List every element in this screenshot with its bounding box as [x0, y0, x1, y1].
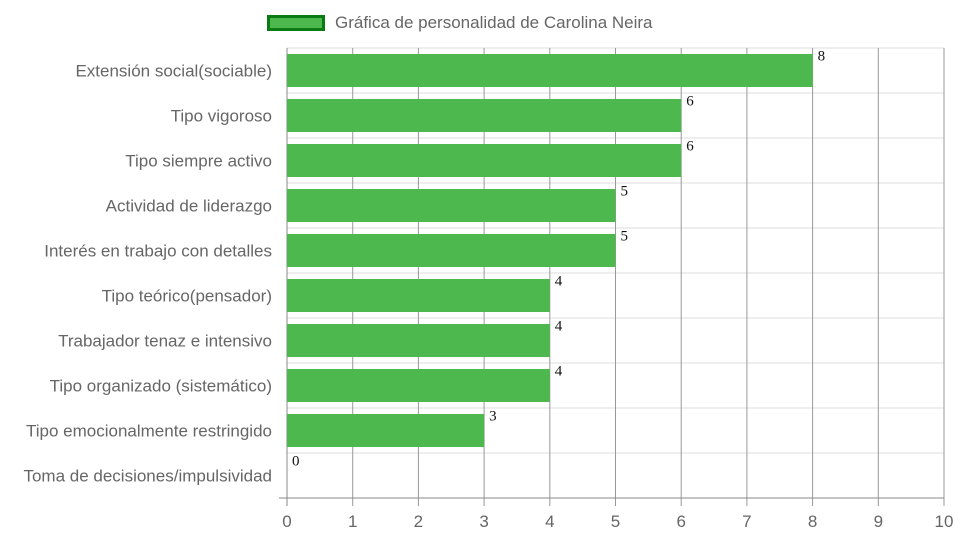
- x-tick-label: 0: [282, 512, 291, 531]
- category-label: Trabajador tenaz e intensivo: [58, 332, 272, 351]
- data-label: 8: [818, 49, 826, 65]
- data-label: 4: [555, 319, 563, 335]
- data-label: 3: [489, 409, 497, 425]
- bar: [287, 189, 616, 222]
- category-label: Tipo teórico(pensador): [102, 287, 272, 306]
- bar: [287, 144, 682, 177]
- x-tick-label: 7: [742, 512, 751, 531]
- data-label: 6: [686, 94, 694, 110]
- x-tick-label: 6: [676, 512, 685, 531]
- bar: [287, 99, 682, 132]
- data-label: 5: [621, 184, 629, 200]
- legend-label: Gráfica de personalidad de Carolina Neir…: [335, 13, 653, 32]
- bar: [287, 324, 550, 357]
- x-tick-label: 2: [414, 512, 423, 531]
- category-label: Tipo siempre activo: [125, 152, 272, 171]
- data-label: 6: [686, 139, 694, 155]
- bar: [287, 234, 616, 267]
- legend[interactable]: Gráfica de personalidad de Carolina Neir…: [267, 11, 653, 35]
- category-label: Interés en trabajo con detalles: [44, 242, 272, 261]
- x-tick-label: 1: [348, 512, 357, 531]
- category-label: Tipo vigoroso: [171, 107, 272, 126]
- data-label: 5: [621, 229, 629, 245]
- x-tick-label: 3: [479, 512, 488, 531]
- category-label: Actividad de liderazgo: [106, 197, 272, 216]
- data-label: 4: [555, 364, 563, 380]
- x-tick-label: 4: [545, 512, 554, 531]
- data-label: 4: [555, 274, 563, 290]
- x-tick-label: 8: [808, 512, 817, 531]
- bar: [287, 54, 813, 87]
- x-tick-label: 5: [611, 512, 620, 531]
- data-label: 0: [292, 454, 300, 470]
- category-label: Extensión social(sociable): [75, 62, 272, 81]
- x-tick-label: 9: [874, 512, 883, 531]
- category-label: Tipo emocionalmente restringido: [26, 422, 272, 441]
- category-label: Toma de decisiones/impulsividad: [23, 467, 272, 486]
- legend-swatch: [267, 15, 325, 31]
- bar: [287, 369, 550, 402]
- bar: [287, 279, 550, 312]
- category-label: Tipo organizado (sistemático): [50, 377, 272, 396]
- bar: [287, 414, 485, 447]
- x-tick-label: 10: [935, 512, 954, 531]
